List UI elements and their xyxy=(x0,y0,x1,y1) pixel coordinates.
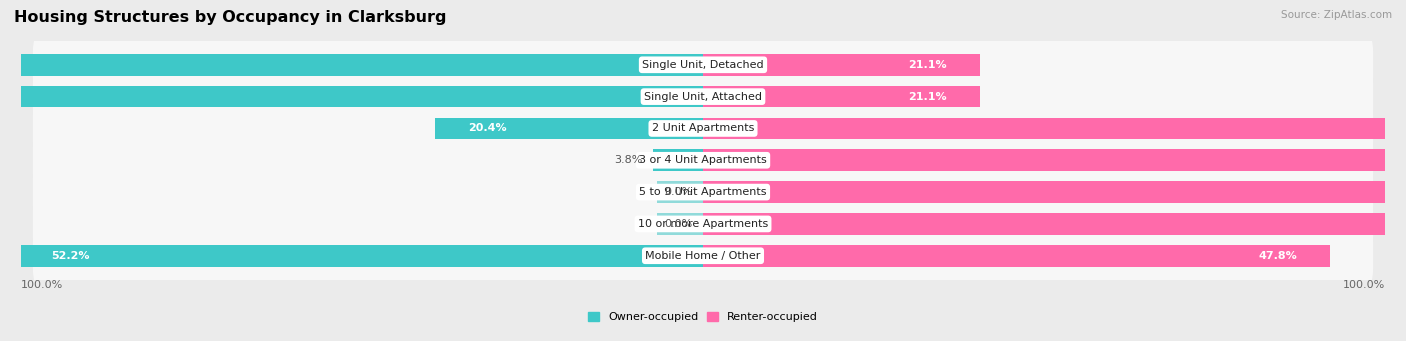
Text: 3.8%: 3.8% xyxy=(614,155,643,165)
Text: 100.0%: 100.0% xyxy=(1343,280,1385,290)
Text: 20.4%: 20.4% xyxy=(468,123,508,133)
Text: 2 Unit Apartments: 2 Unit Apartments xyxy=(652,123,754,133)
Text: Housing Structures by Occupancy in Clarksburg: Housing Structures by Occupancy in Clark… xyxy=(14,10,447,25)
Bar xyxy=(0,86,703,107)
Text: 5 to 9 Unit Apartments: 5 to 9 Unit Apartments xyxy=(640,187,766,197)
Bar xyxy=(703,181,1406,203)
Bar xyxy=(657,213,703,235)
Bar xyxy=(703,149,1406,171)
Bar xyxy=(0,54,703,76)
FancyBboxPatch shape xyxy=(32,129,1374,192)
Bar xyxy=(657,181,703,203)
Text: Single Unit, Attached: Single Unit, Attached xyxy=(644,92,762,102)
Text: 0.0%: 0.0% xyxy=(664,219,693,229)
Bar xyxy=(703,213,1406,235)
Bar xyxy=(703,118,1406,139)
Text: Single Unit, Detached: Single Unit, Detached xyxy=(643,60,763,70)
Bar xyxy=(654,149,703,171)
Text: Mobile Home / Other: Mobile Home / Other xyxy=(645,251,761,261)
Bar xyxy=(703,86,980,107)
Text: 10 or more Apartments: 10 or more Apartments xyxy=(638,219,768,229)
FancyBboxPatch shape xyxy=(32,224,1374,287)
Text: 21.1%: 21.1% xyxy=(908,60,946,70)
Bar xyxy=(703,54,980,76)
FancyBboxPatch shape xyxy=(32,97,1374,160)
Bar xyxy=(703,245,1330,267)
Bar xyxy=(436,118,703,139)
FancyBboxPatch shape xyxy=(32,192,1374,256)
Text: 100.0%: 100.0% xyxy=(21,280,63,290)
Bar xyxy=(18,245,703,267)
Text: 52.2%: 52.2% xyxy=(51,251,90,261)
FancyBboxPatch shape xyxy=(32,160,1374,224)
FancyBboxPatch shape xyxy=(32,33,1374,97)
Text: 3 or 4 Unit Apartments: 3 or 4 Unit Apartments xyxy=(640,155,766,165)
Text: 0.0%: 0.0% xyxy=(664,187,693,197)
Text: Source: ZipAtlas.com: Source: ZipAtlas.com xyxy=(1281,10,1392,20)
Legend: Owner-occupied, Renter-occupied: Owner-occupied, Renter-occupied xyxy=(583,307,823,327)
Text: 47.8%: 47.8% xyxy=(1258,251,1298,261)
FancyBboxPatch shape xyxy=(32,65,1374,129)
Text: 21.1%: 21.1% xyxy=(908,92,946,102)
